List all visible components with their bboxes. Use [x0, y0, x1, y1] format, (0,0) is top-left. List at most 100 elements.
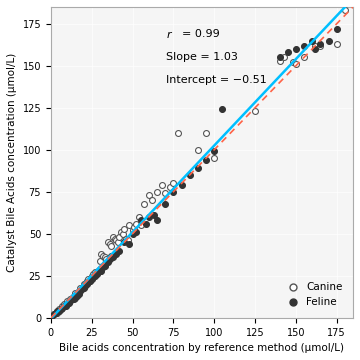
Point: [89, 276, 95, 282]
Point: [100, 265, 106, 270]
Point: [120, 231, 126, 237]
Point: [171, 189, 176, 195]
Point: [136, 214, 142, 220]
Point: [92, 273, 98, 279]
Point: [195, 147, 201, 153]
Point: [72, 295, 78, 301]
Point: [143, 221, 148, 226]
Point: [203, 157, 209, 163]
Point: [84, 281, 90, 287]
Point: [95, 268, 101, 274]
Point: [252, 108, 258, 114]
Point: [54, 308, 60, 314]
Point: [81, 281, 86, 287]
Point: [81, 285, 86, 291]
Point: [90, 271, 96, 277]
Point: [79, 286, 85, 292]
Point: [64, 301, 70, 307]
Point: [138, 222, 144, 228]
Point: [86, 280, 91, 285]
Legend: Canine, Feline: Canine, Feline: [277, 277, 348, 312]
Point: [77, 288, 83, 294]
Point: [64, 298, 70, 304]
Point: [113, 251, 119, 257]
Point: [77, 285, 83, 291]
Point: [126, 241, 132, 247]
Point: [56, 308, 62, 314]
Point: [126, 222, 132, 228]
Point: [90, 275, 96, 280]
Point: [195, 165, 201, 171]
Point: [277, 54, 283, 60]
Text: = 0.99: = 0.99: [182, 29, 220, 39]
Point: [131, 224, 137, 230]
Point: [61, 303, 67, 309]
Text: Intercept = −0.51: Intercept = −0.51: [166, 75, 266, 85]
Point: [312, 46, 318, 52]
Point: [56, 306, 62, 312]
Point: [66, 300, 72, 306]
Point: [133, 221, 139, 226]
Point: [318, 43, 323, 49]
Point: [54, 310, 60, 316]
Point: [100, 253, 106, 258]
Point: [63, 303, 68, 309]
Point: [154, 217, 160, 223]
Point: [94, 270, 99, 275]
Point: [71, 293, 77, 299]
Point: [82, 281, 88, 287]
Point: [290, 59, 296, 65]
Point: [293, 46, 299, 52]
Point: [86, 276, 91, 282]
Point: [110, 255, 116, 260]
Point: [107, 241, 113, 247]
Point: [112, 236, 117, 242]
Point: [84, 278, 90, 284]
Point: [97, 266, 103, 272]
Text: $r$: $r$: [166, 29, 173, 40]
Point: [99, 268, 104, 274]
Point: [154, 189, 160, 195]
Point: [309, 38, 315, 44]
Point: [220, 107, 225, 112]
Point: [130, 231, 135, 237]
Point: [51, 311, 57, 317]
Point: [141, 201, 147, 206]
Y-axis label: Catalyst Bile Acids concentration (μmol/L): Catalyst Bile Acids concentration (μmol/…: [7, 53, 17, 272]
Point: [171, 180, 176, 186]
X-axis label: Bile acids concentration by reference method (μmol/L): Bile acids concentration by reference me…: [59, 343, 345, 353]
Text: Slope = 1.03: Slope = 1.03: [166, 52, 238, 62]
Point: [121, 226, 127, 231]
Point: [312, 43, 318, 49]
Point: [138, 217, 144, 223]
Point: [102, 263, 108, 269]
Point: [318, 41, 323, 47]
Point: [203, 130, 209, 136]
Point: [66, 298, 72, 304]
Point: [59, 305, 65, 311]
Point: [53, 310, 59, 316]
Point: [95, 270, 101, 275]
Point: [211, 149, 217, 154]
Point: [334, 26, 339, 32]
Point: [97, 268, 103, 274]
Point: [68, 296, 73, 302]
Point: [58, 306, 63, 312]
Point: [92, 270, 98, 275]
Point: [123, 236, 129, 242]
Point: [342, 8, 348, 13]
Point: [81, 283, 86, 289]
Point: [187, 172, 193, 178]
Point: [149, 197, 155, 203]
Point: [113, 238, 119, 243]
Point: [53, 310, 59, 316]
Point: [71, 296, 77, 302]
Point: [282, 54, 287, 60]
Point: [285, 49, 291, 55]
Point: [110, 234, 116, 240]
Point: [56, 308, 62, 314]
Point: [69, 295, 75, 301]
Point: [130, 228, 135, 233]
Point: [151, 212, 157, 218]
Point: [82, 283, 88, 289]
